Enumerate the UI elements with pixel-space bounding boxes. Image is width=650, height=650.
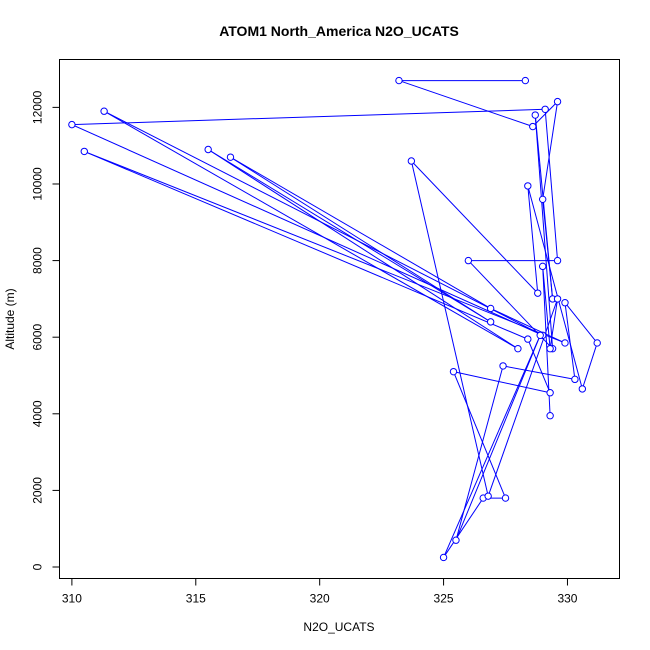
y-tick-label: 12000 bbox=[31, 90, 45, 124]
data-point bbox=[449, 367, 458, 376]
y-axis-label: Altitude (m) bbox=[3, 288, 17, 349]
data-point bbox=[395, 76, 403, 85]
y-tick-label: 2000 bbox=[31, 477, 45, 504]
series-segment bbox=[230, 156, 491, 309]
data-point bbox=[484, 492, 492, 500]
data-point bbox=[561, 339, 569, 347]
data-point bbox=[538, 195, 547, 204]
series-segment bbox=[71, 108, 546, 126]
series-segment bbox=[527, 185, 539, 294]
x-axis-label: N2O_UCATS bbox=[303, 620, 374, 634]
data-point bbox=[68, 120, 76, 129]
data-point bbox=[553, 295, 562, 303]
x-tick-label: 325 bbox=[434, 592, 454, 606]
series-segment bbox=[581, 342, 598, 390]
series-segment bbox=[534, 115, 554, 349]
series-segment bbox=[84, 150, 529, 340]
x-tick-label: 310 bbox=[62, 592, 82, 606]
data-point bbox=[524, 335, 532, 343]
series-segment bbox=[564, 302, 598, 344]
data-point bbox=[553, 256, 562, 265]
data-point bbox=[546, 389, 554, 397]
series-segment bbox=[527, 185, 583, 390]
series-segment bbox=[230, 156, 491, 323]
series-segment bbox=[71, 124, 543, 336]
data-point bbox=[536, 331, 544, 339]
y-tick-label: 10000 bbox=[31, 167, 45, 201]
y-tick-label: 0 bbox=[31, 563, 45, 570]
data-point bbox=[501, 494, 510, 502]
data-point bbox=[486, 304, 495, 313]
data-point bbox=[578, 385, 587, 393]
data-point bbox=[514, 344, 522, 353]
data-point bbox=[553, 97, 562, 106]
series-segment bbox=[455, 335, 541, 541]
series-segment bbox=[487, 298, 559, 497]
series-segment bbox=[398, 80, 533, 128]
series-segment bbox=[207, 149, 519, 350]
data-point bbox=[439, 553, 448, 562]
data-point bbox=[571, 375, 579, 384]
series-segment bbox=[527, 338, 551, 393]
x-tick-label: 320 bbox=[310, 592, 330, 606]
series-segment bbox=[455, 365, 504, 541]
data-point bbox=[524, 182, 532, 190]
series-points bbox=[68, 76, 601, 562]
data-point bbox=[80, 147, 88, 156]
series-segment bbox=[542, 101, 559, 200]
data-point bbox=[529, 122, 537, 131]
data-point bbox=[541, 105, 549, 113]
y-axis: 0 2000 4000 6000 8000 10000 12000 bbox=[31, 90, 60, 570]
x-tick-label: 330 bbox=[557, 592, 577, 606]
series-segment bbox=[410, 160, 489, 497]
x-tick-label: 315 bbox=[186, 592, 206, 606]
series-segment bbox=[544, 109, 559, 261]
series-segment bbox=[549, 298, 559, 349]
data-point bbox=[593, 339, 601, 347]
series-segment bbox=[103, 110, 519, 350]
data-point bbox=[464, 256, 473, 265]
series-lines bbox=[71, 80, 598, 558]
data-point bbox=[546, 344, 554, 353]
series-segment bbox=[502, 365, 575, 380]
data-point bbox=[538, 262, 547, 271]
series-segment bbox=[410, 160, 539, 294]
series-segment bbox=[443, 497, 484, 558]
series-segment bbox=[542, 266, 551, 349]
data-point bbox=[452, 536, 460, 544]
series-segment bbox=[453, 371, 551, 394]
y-tick-label: 4000 bbox=[31, 400, 45, 427]
data-point bbox=[100, 107, 108, 115]
data-point bbox=[521, 76, 530, 85]
data-point bbox=[534, 289, 542, 297]
data-point bbox=[546, 412, 554, 420]
data-point bbox=[226, 153, 235, 161]
series-segment bbox=[534, 114, 554, 299]
series-segment bbox=[84, 150, 566, 344]
series-segment bbox=[443, 335, 541, 558]
y-tick-label: 8000 bbox=[31, 247, 45, 274]
series-segment bbox=[207, 149, 491, 323]
x-axis: 310 315 320 325 330 bbox=[62, 578, 578, 606]
plot-frame bbox=[59, 59, 620, 579]
data-point bbox=[204, 145, 212, 154]
data-point bbox=[486, 318, 495, 326]
data-point bbox=[561, 299, 569, 307]
series-segment bbox=[490, 308, 566, 344]
data-point bbox=[499, 362, 507, 370]
series-segment bbox=[453, 371, 506, 499]
data-point bbox=[531, 111, 539, 119]
y-tick-label: 6000 bbox=[31, 324, 45, 351]
data-point bbox=[407, 157, 416, 165]
chart-title: ATOM1 North_America N2O_UCATS bbox=[219, 23, 459, 39]
